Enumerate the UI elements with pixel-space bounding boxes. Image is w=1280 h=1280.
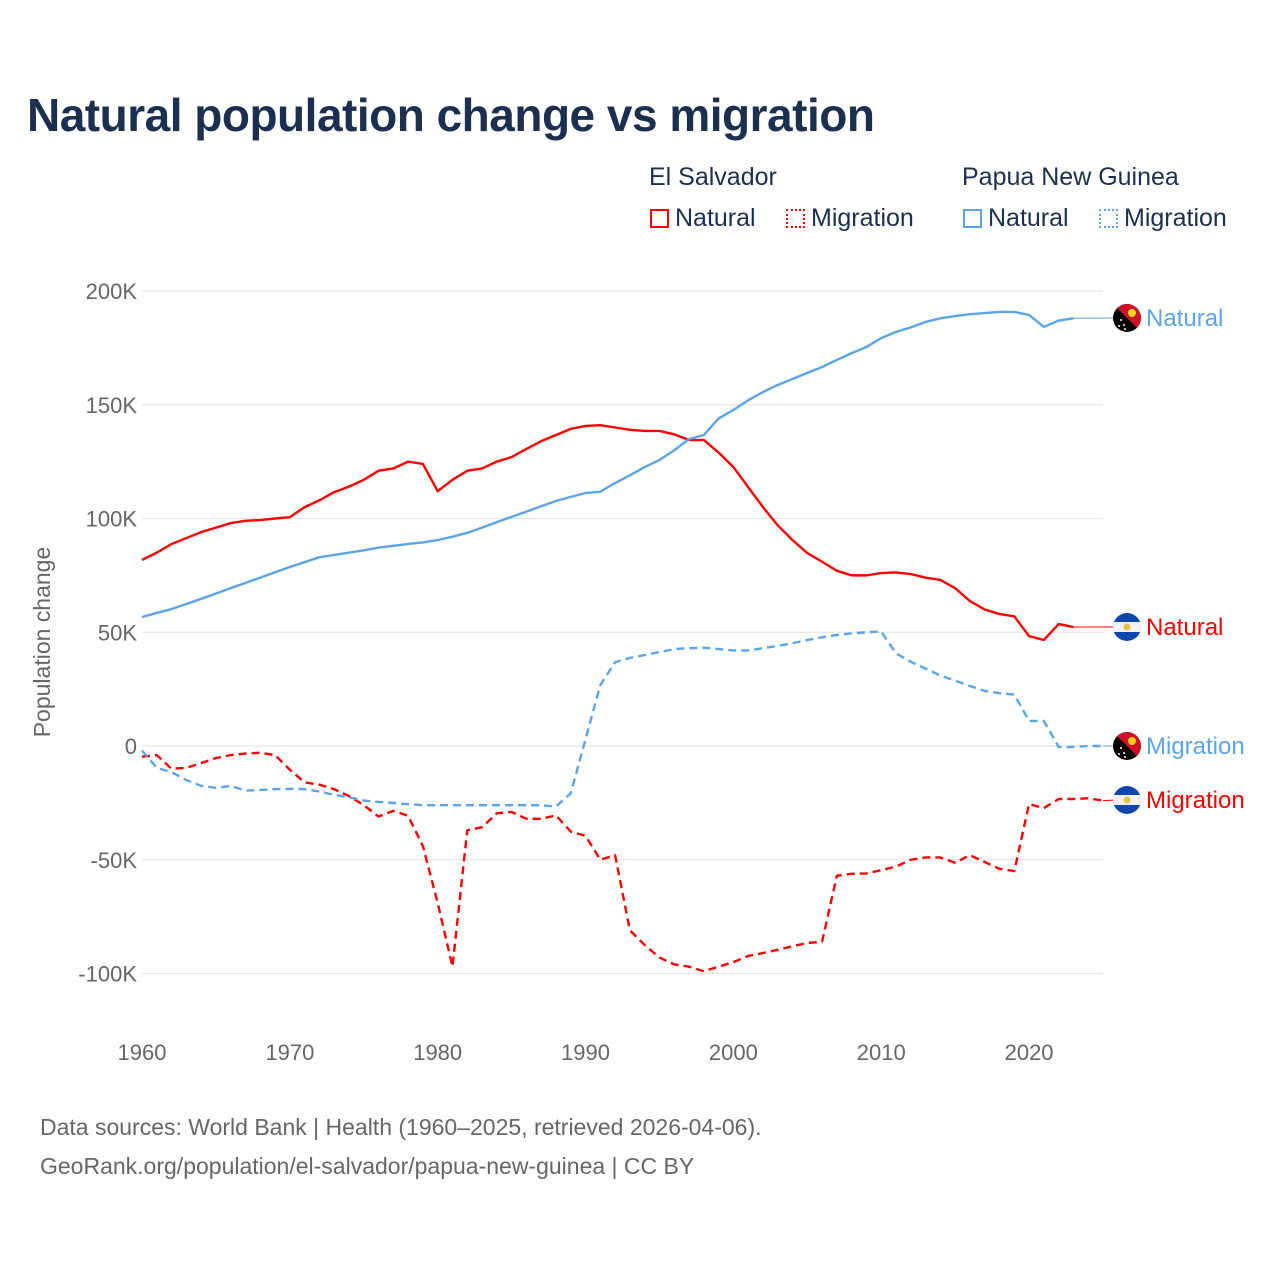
legend-group-el-salvador: El Salvador (649, 163, 777, 191)
series-line-el-salvador-natural (141, 424, 1074, 642)
legend-label: Migration (811, 204, 914, 232)
legend-label: Natural (988, 204, 1069, 232)
series-line-papua-new-guinea-natural (141, 310, 1074, 619)
legend-item-papua-new-guinea-natural[interactable]: Natural (963, 204, 1069, 233)
legend-swatch-solid-red (650, 209, 669, 228)
y-tick-label: 100K (86, 507, 138, 532)
series-lines (141, 310, 1104, 973)
x-tick-label: 1970 (265, 1040, 314, 1065)
legend-label: Migration (1124, 204, 1227, 232)
x-axis-ticks: 1960 1970 1980 1990 2000 2010 2020 (118, 1040, 1054, 1065)
y-tick-label: 0 (125, 734, 137, 759)
y-axis-label: Population change (29, 547, 55, 738)
legend-swatch-dotted-blue (1099, 209, 1118, 228)
y-tick-label: 200K (86, 279, 138, 304)
legend-item-el-salvador-migration[interactable]: Migration (786, 204, 914, 233)
end-label: Migration (1146, 787, 1245, 814)
x-tick-label: 1980 (413, 1040, 462, 1065)
x-tick-label: 2020 (1005, 1040, 1054, 1065)
footer: Data sources: World Bank | Health (1960–… (40, 1108, 762, 1186)
footer-sources: Data sources: World Bank | Health (1960–… (40, 1114, 762, 1140)
end-label: Natural (1146, 614, 1223, 641)
x-tick-label: 1990 (561, 1040, 610, 1065)
x-tick-label: 1960 (118, 1040, 167, 1065)
legend-swatch-dotted-red (786, 209, 805, 228)
y-tick-label: -100K (78, 962, 137, 987)
legend-group-papua-new-guinea: Papua New Guinea (962, 163, 1179, 191)
x-tick-label: 2000 (709, 1040, 758, 1065)
legend-label: Natural (675, 204, 756, 232)
footer-link[interactable]: GeoRank.org/population/el-salvador/papua… (40, 1153, 695, 1179)
end-label: Natural (1146, 305, 1223, 332)
y-axis-ticks: 200K 150K 100K 50K 0 -50K -100K (78, 279, 137, 987)
papua-new-guinea-flag-icon (1113, 732, 1141, 760)
series-line-el-salvador-migration (141, 751, 1104, 973)
y-tick-label: 50K (98, 620, 137, 645)
legend-item-papua-new-guinea-migration[interactable]: Migration (1099, 204, 1227, 233)
y-tick-label: -50K (91, 848, 138, 873)
legend-item-el-salvador-natural[interactable]: Natural (650, 204, 756, 233)
gridlines (142, 290, 1103, 975)
end-labels: Natural Migration Natural Migration (1073, 304, 1245, 814)
el-salvador-flag-icon (1113, 613, 1141, 641)
y-tick-label: 150K (86, 393, 138, 418)
series-line-papua-new-guinea-migration (141, 630, 1103, 808)
x-tick-label: 2010 (857, 1040, 906, 1065)
el-salvador-flag-icon (1113, 786, 1141, 814)
end-label: Migration (1146, 733, 1245, 760)
chart-title: Natural population change vs migration (27, 89, 875, 141)
papua-new-guinea-flag-icon (1113, 304, 1141, 332)
legend-swatch-solid-blue (963, 209, 982, 228)
